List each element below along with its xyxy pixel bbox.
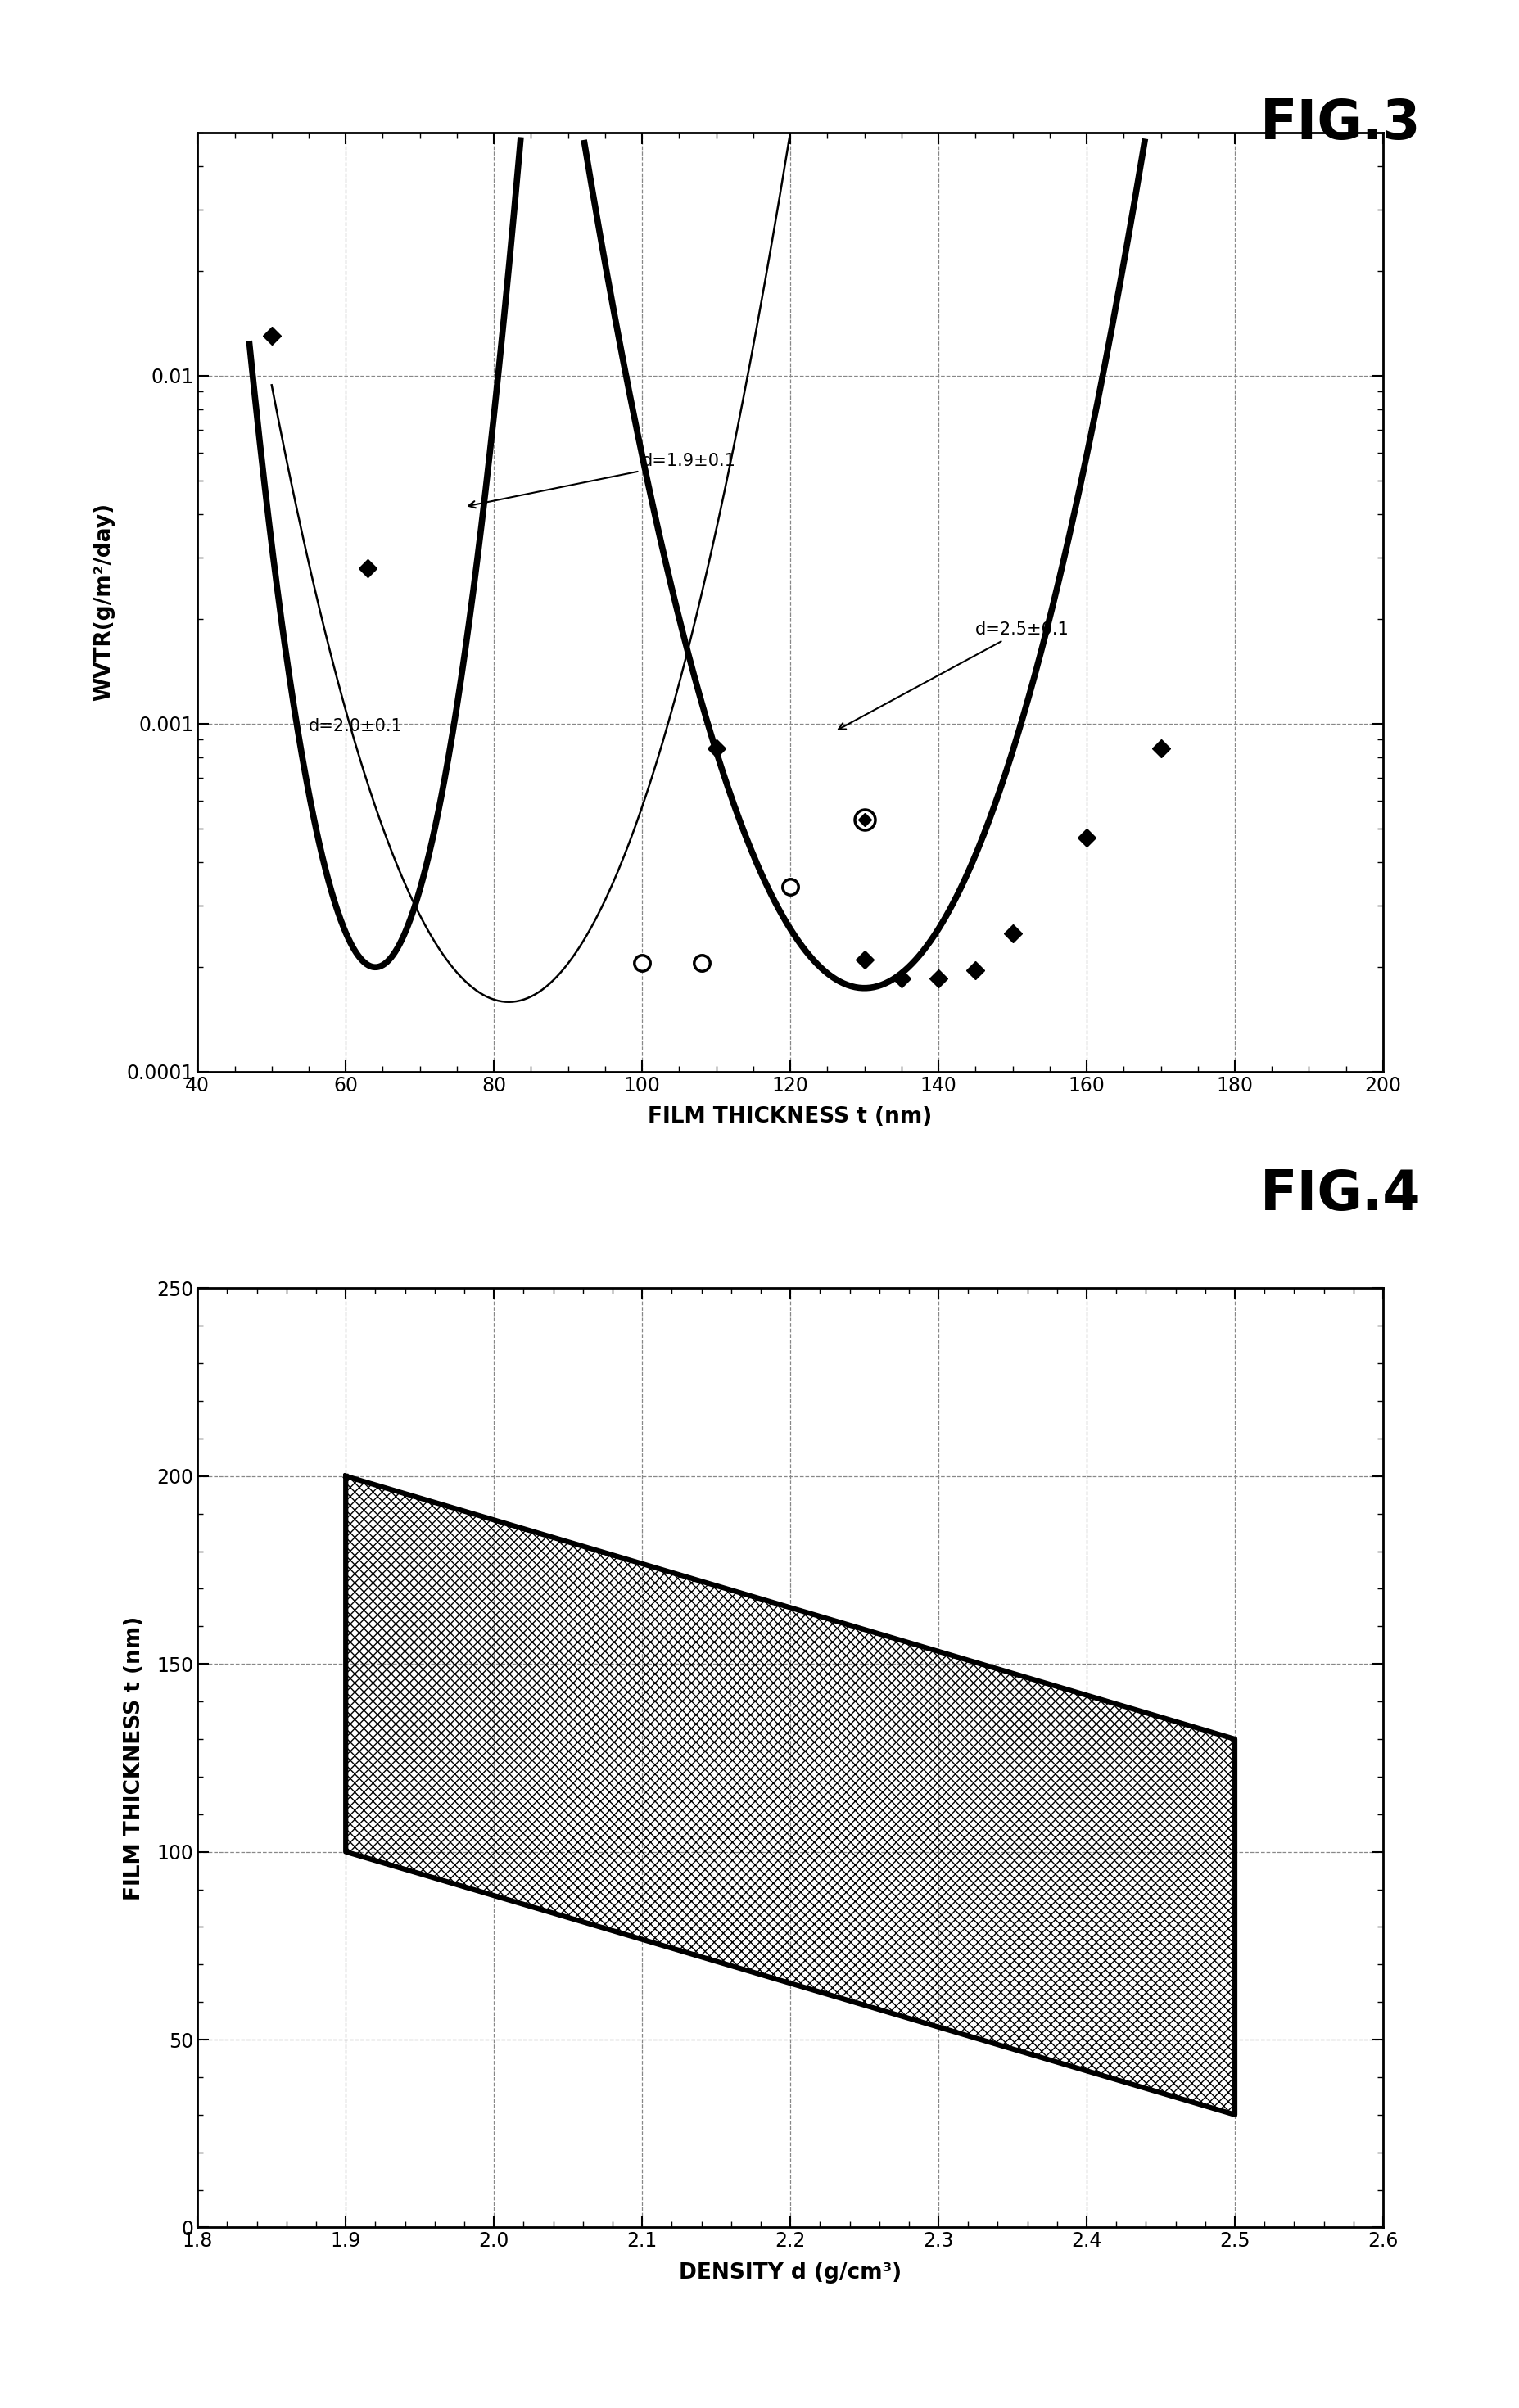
X-axis label: DENSITY d (g/cm³): DENSITY d (g/cm³): [679, 2264, 901, 2283]
Text: d=2.5±0.1: d=2.5±0.1: [838, 621, 1069, 730]
Text: d=1.9±0.1: d=1.9±0.1: [468, 453, 735, 508]
Text: d=2.0±0.1: d=2.0±0.1: [308, 718, 403, 734]
Text: FIG.4: FIG.4: [1259, 1168, 1420, 1221]
X-axis label: FILM THICKNESS t (nm): FILM THICKNESS t (nm): [647, 1108, 933, 1127]
Y-axis label: FILM THICKNESS t (nm): FILM THICKNESS t (nm): [125, 1616, 146, 1900]
Y-axis label: WVTR(g/m²/day): WVTR(g/m²/day): [94, 503, 115, 701]
Text: FIG.3: FIG.3: [1259, 96, 1420, 149]
